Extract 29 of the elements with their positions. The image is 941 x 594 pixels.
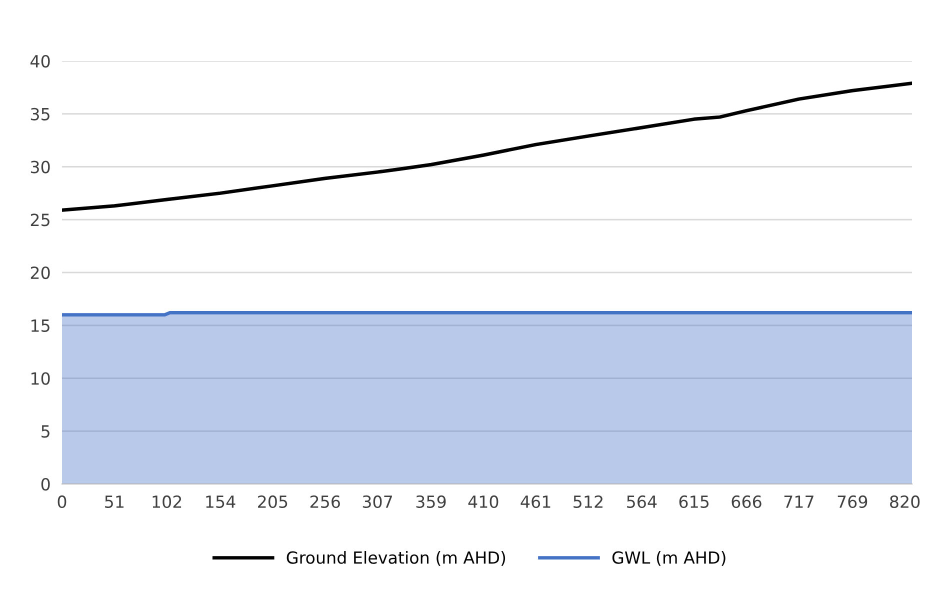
legend-label: GWL (m AHD)	[612, 551, 726, 566]
x-tick-label: 461	[520, 495, 550, 508]
x-tick-label: 512	[574, 495, 602, 508]
y-tick-label: 40	[30, 54, 50, 68]
y-tick-label: 10	[32, 372, 50, 385]
x-tick-label: 307	[362, 495, 392, 508]
y-tick-label: 5	[42, 425, 50, 438]
x-tick-label: 820	[890, 495, 920, 508]
legend-label: Ground Elevation (m AHD)	[286, 550, 506, 566]
y-tick-label: 25	[30, 214, 50, 226]
x-tick-label: 0	[58, 495, 66, 508]
x-tick-label: 717	[784, 496, 814, 508]
x-tick-label: 564	[627, 495, 657, 508]
x-tick-label: 769	[838, 495, 868, 508]
x-tick-label: 102	[152, 495, 182, 508]
x-tick-label: 615	[679, 495, 709, 508]
y-tick-label: 30	[30, 160, 50, 174]
y-tick-label: 15	[32, 320, 50, 332]
x-tick-label: 205	[258, 495, 288, 508]
y-tick-label: 35	[30, 108, 50, 120]
x-tick-label: 154	[206, 496, 236, 508]
x-tick-label: 51	[105, 496, 124, 508]
x-tick-label: 666	[732, 495, 762, 508]
x-tick-label: 256	[310, 495, 340, 508]
x-tick-label: 359	[416, 495, 446, 508]
x-tick-label: 410	[468, 495, 498, 508]
line-series	[62, 81, 912, 212]
y-tick-label: 0	[41, 478, 50, 491]
y-tick-label: 20	[30, 266, 50, 280]
